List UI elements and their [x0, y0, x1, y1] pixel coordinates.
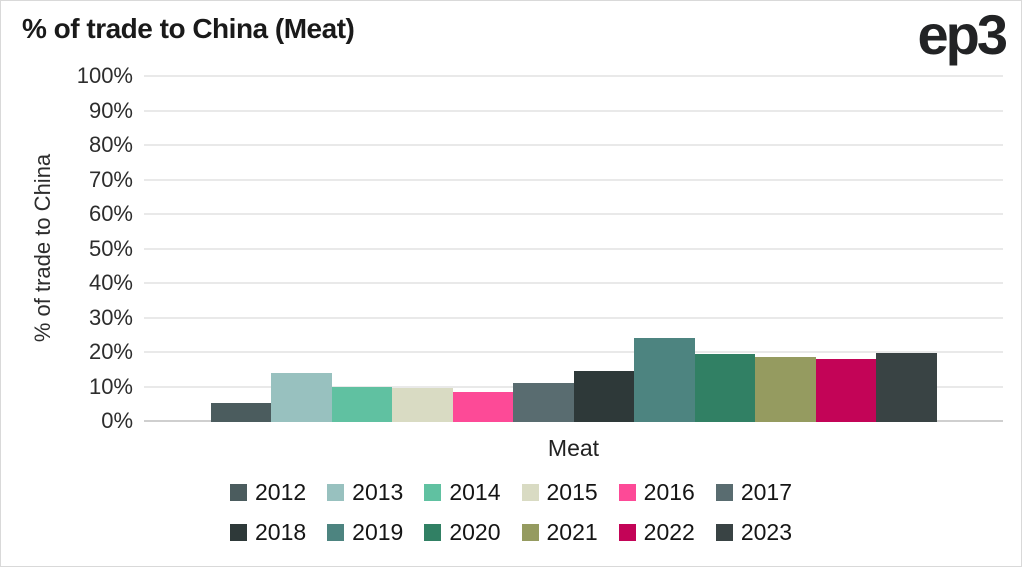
- legend-item-2016: 2016: [618, 479, 695, 506]
- legend-label: 2022: [643, 519, 695, 545]
- legend-label: 2019: [352, 519, 404, 545]
- y-tick-label: 70%: [88, 167, 133, 192]
- legend-item-2017: 2017: [715, 479, 793, 506]
- y-tick-label: 60%: [88, 201, 133, 226]
- legend-label: 2012: [254, 479, 307, 505]
- y-tick-label: 50%: [88, 236, 133, 261]
- bar-2013: [271, 373, 332, 422]
- legend-row: 2012 2013 2014 2015 2016 2017: [229, 479, 793, 506]
- legend-swatch-icon: [424, 484, 442, 501]
- legend-row: 2018 2019 2020 2021 2022 2023: [229, 519, 793, 546]
- legend-item-2013: 2013: [327, 479, 403, 506]
- legend-item-2014: 2014: [424, 479, 501, 506]
- x-axis-label: Meat: [547, 435, 600, 461]
- y-tick-label: 80%: [88, 132, 133, 157]
- legend-item-2015: 2015: [521, 479, 598, 506]
- legend-label: 2021: [546, 519, 598, 545]
- legend-label: 2018: [254, 519, 307, 545]
- y-tick-label: 90%: [88, 98, 133, 123]
- ep3-logo: ep3: [917, 3, 1008, 66]
- gridline: [144, 351, 1003, 353]
- legend-label: 2014: [449, 479, 501, 505]
- bar-2012: [210, 403, 271, 422]
- bar-2016: [452, 392, 513, 422]
- plot-area: [144, 75, 1003, 422]
- gridline: [144, 248, 1003, 250]
- legend-swatch-icon: [618, 524, 636, 541]
- bar-2015: [392, 387, 453, 422]
- bar-2020: [694, 353, 755, 422]
- legend-swatch-icon: [521, 524, 539, 541]
- bar-2021: [755, 356, 816, 422]
- gridline: [144, 110, 1003, 112]
- legend-swatch-icon: [327, 524, 345, 541]
- gridline: [144, 282, 1003, 284]
- y-tick-label: 100%: [76, 63, 133, 88]
- y-tick-label: 20%: [88, 339, 133, 364]
- legend-swatch-icon: [715, 484, 733, 501]
- y-tick-label: 40%: [88, 270, 133, 295]
- bar-2017: [513, 382, 574, 422]
- bar-2023: [876, 352, 937, 422]
- gridline: [144, 144, 1003, 146]
- legend-label: 2020: [449, 519, 501, 545]
- legend-item-2022: 2022: [618, 519, 695, 546]
- gridline: [144, 213, 1003, 215]
- legend-swatch-icon: [424, 524, 442, 541]
- legend-label: 2017: [740, 479, 793, 505]
- bar-2019: [634, 338, 695, 422]
- legend-swatch-icon: [715, 524, 733, 541]
- legend-label: 2023: [740, 519, 793, 545]
- bar-2022: [815, 358, 876, 422]
- legend-swatch-icon: [229, 484, 247, 501]
- legend-item-2023: 2023: [715, 519, 793, 546]
- legend-item-2021: 2021: [521, 519, 598, 546]
- legend-item-2012: 2012: [229, 479, 307, 506]
- legend-swatch-icon: [327, 484, 345, 501]
- gridline: [144, 179, 1003, 181]
- bar-2018: [573, 370, 634, 422]
- chart-title: % of trade to China (Meat): [22, 13, 355, 44]
- y-axis-ticks: 100% 90% 80% 70% 60% 50% 40% 30% 20% 10% 0%: [1, 63, 133, 433]
- legend-item-2018: 2018: [229, 519, 307, 546]
- legend-swatch-icon: [521, 484, 539, 501]
- y-tick-label: 10%: [88, 374, 133, 399]
- y-tick-label: 30%: [88, 305, 133, 330]
- legend-swatch-icon: [229, 524, 247, 541]
- bar-2014: [331, 386, 392, 422]
- legend-label: 2013: [352, 479, 404, 505]
- legend-label: 2016: [643, 479, 695, 505]
- y-tick-label: 0%: [101, 408, 133, 433]
- legend: 2012 2013 2014 2015 2016 2017 2018 2019 2020 2021…: [1, 479, 1021, 546]
- gridline: [144, 75, 1003, 77]
- legend-swatch-icon: [618, 484, 636, 501]
- legend-label: 2015: [546, 479, 598, 505]
- legend-item-2020: 2020: [424, 519, 501, 546]
- legend-item-2019: 2019: [327, 519, 403, 546]
- gridline: [144, 317, 1003, 319]
